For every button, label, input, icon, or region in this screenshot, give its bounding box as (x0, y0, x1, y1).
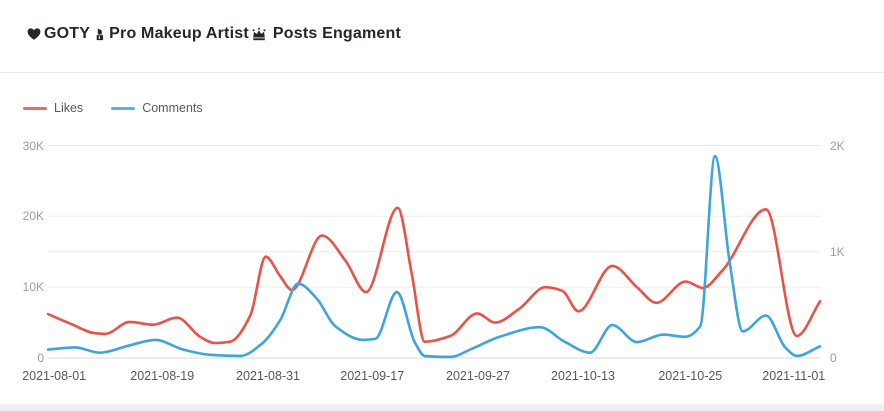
y-axis-right-tick-label: 0 (830, 351, 837, 365)
x-axis-tick-label: 2021-11-01 (762, 369, 826, 383)
x-axis-tick-label: 2021-09-17 (340, 369, 405, 383)
x-axis-tick-label: 2021-08-19 (130, 369, 195, 383)
y-axis-right-tick-label: 2K (830, 138, 845, 153)
x-axis-tick-label: 2021-08-31 (236, 369, 300, 383)
y-axis-right-tick-label: 1K (830, 244, 845, 259)
chart-legend: Likes Comments (23, 101, 203, 115)
x-axis-tick-label: 2021-09-27 (446, 369, 510, 383)
heart-icon (26, 26, 42, 42)
legend-item-likes[interactable]: Likes (23, 101, 83, 115)
footer-strip (0, 404, 884, 411)
lipstick-icon (92, 27, 107, 42)
page-title: GOTY Pro Makeup Artist Posts Engament (25, 22, 402, 46)
legend-item-comments[interactable]: Comments (111, 101, 203, 115)
title-text-2: Pro Makeup Artist (109, 25, 249, 42)
crown-icon (251, 26, 267, 42)
y-axis-left-tick-label: 20K (22, 209, 44, 224)
header-divider (0, 72, 884, 73)
likes-line-marker (23, 106, 47, 110)
title-text-3: Posts Engament (272, 25, 402, 42)
comments-series-line (46, 154, 822, 359)
comments-line-marker (111, 106, 136, 110)
title-text-1: GOTY (44, 25, 91, 42)
y-axis-left-tick-label: 10K (22, 280, 44, 295)
likes-series-line (46, 206, 822, 345)
x-axis-tick-label: 2021-10-25 (658, 369, 723, 383)
y-axis-left-tick-label: 30K (22, 138, 44, 153)
x-axis-tick-label: 2021-08-01 (22, 369, 87, 383)
y-axis-left-tick-label: 0 (37, 351, 44, 365)
x-axis-tick-label: 2021-10-13 (551, 369, 615, 383)
legend-label-likes: Likes (54, 101, 84, 115)
legend-label-comments: Comments (142, 101, 203, 115)
